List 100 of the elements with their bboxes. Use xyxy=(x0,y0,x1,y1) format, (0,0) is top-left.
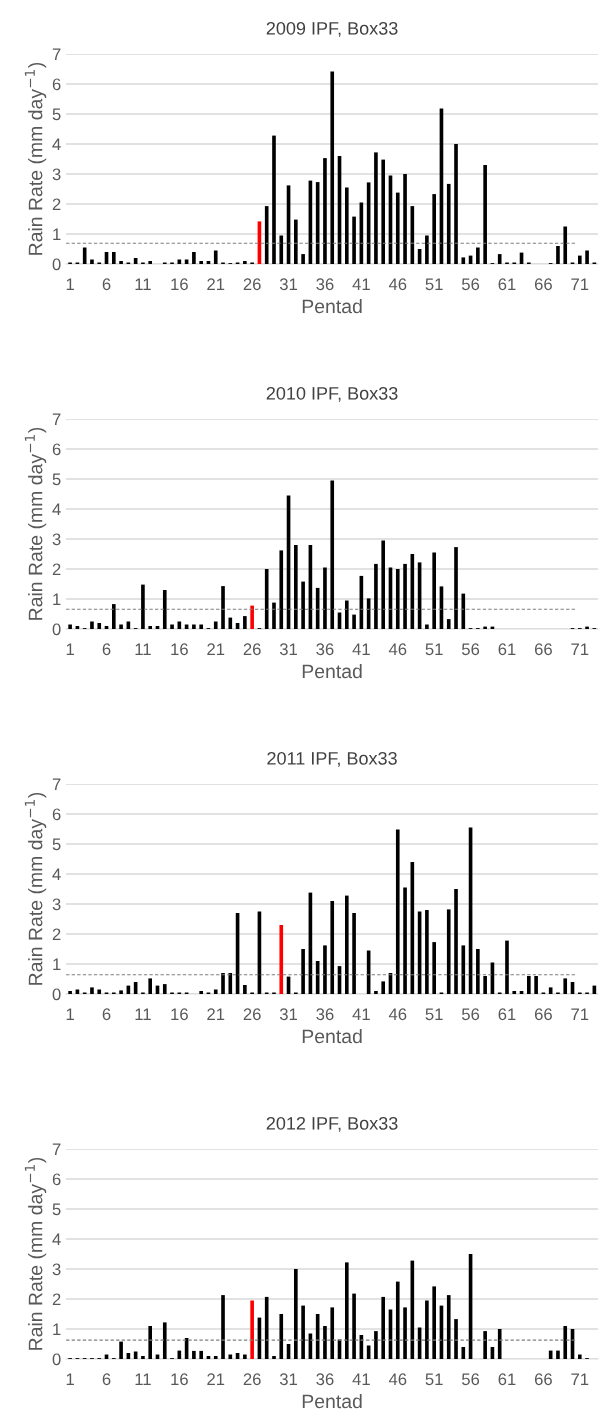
x-tick-label: 6 xyxy=(102,1373,111,1386)
x-tick-label: 61 xyxy=(498,1373,516,1386)
bar xyxy=(148,626,153,629)
x-tick-label: 21 xyxy=(207,1373,225,1385)
y-tick-label: 5 xyxy=(52,473,61,486)
bar xyxy=(228,617,233,629)
bar xyxy=(556,1350,560,1359)
y-tick-label: 7 xyxy=(52,413,61,426)
x-tick-label: 26 xyxy=(243,643,261,656)
bar xyxy=(483,976,487,994)
x-axis-title: Pentad xyxy=(302,1028,362,1044)
x-tick-label: 6 xyxy=(102,278,111,291)
bar xyxy=(497,1329,502,1359)
bar xyxy=(461,593,466,629)
bar xyxy=(221,1295,225,1359)
bar xyxy=(352,1293,356,1359)
bar xyxy=(381,1296,386,1359)
y-tick-label: 1 xyxy=(53,228,61,241)
y-tick-label: 6 xyxy=(52,1173,61,1186)
bar xyxy=(294,1269,298,1359)
bar xyxy=(563,1326,568,1359)
bar xyxy=(374,152,378,264)
y-axis-title: Rain Rate (mm day$^{−1}$) xyxy=(24,792,47,985)
bar xyxy=(534,976,538,994)
y-axis-title: Rain Rate (mm day$^{−1}$) xyxy=(24,1157,47,1350)
bar xyxy=(279,550,284,629)
y-axis-title: Rain Rate (mm day$^{−1}$) xyxy=(24,427,47,620)
x-tick-label: 11 xyxy=(135,278,151,290)
bar xyxy=(454,1319,458,1359)
bar xyxy=(119,1341,123,1359)
bar xyxy=(294,545,298,629)
bar xyxy=(476,949,480,994)
x-tick-label: 66 xyxy=(534,278,552,291)
bar xyxy=(162,1322,167,1359)
y-tick-label: 3 xyxy=(52,168,61,181)
y-tick-label: 4 xyxy=(52,138,61,151)
y-tick-label: 0 xyxy=(52,1353,61,1366)
bar xyxy=(141,584,145,629)
bar xyxy=(90,621,94,629)
y-tick-label: 3 xyxy=(52,898,61,911)
x-tick-label: 1 xyxy=(66,643,74,655)
x-tick-label: 41 xyxy=(352,278,370,290)
x-tick-label: 21 xyxy=(207,278,225,290)
bar xyxy=(330,480,335,629)
bar xyxy=(425,1300,429,1359)
bar xyxy=(352,614,356,629)
x-tick-label: 31 xyxy=(279,1008,297,1021)
bar xyxy=(272,602,276,629)
bar xyxy=(344,895,349,994)
x-tick-label: 41 xyxy=(352,643,370,655)
bar xyxy=(192,624,196,629)
bar xyxy=(250,605,254,629)
chart-title: 2012 IPF, Box33 xyxy=(266,1116,398,1132)
bar xyxy=(272,135,276,264)
x-tick-label: 31 xyxy=(279,278,297,291)
bar xyxy=(344,1262,349,1359)
bar xyxy=(446,619,451,629)
bar xyxy=(68,991,72,994)
bar xyxy=(497,254,502,264)
bar xyxy=(454,889,458,994)
bar xyxy=(301,1305,305,1359)
bar xyxy=(403,174,407,264)
bar xyxy=(162,590,167,629)
chart-title: 2011 IPF, Box33 xyxy=(267,751,397,767)
bar xyxy=(323,945,327,994)
x-tick-label: 46 xyxy=(388,278,407,291)
y-tick-label: 4 xyxy=(52,868,61,881)
x-tick-label: 21 xyxy=(207,1008,225,1020)
bar xyxy=(323,158,327,264)
x-tick-label: 31 xyxy=(279,1373,297,1386)
x-tick-label: 26 xyxy=(243,1008,261,1021)
y-tick-label: 2 xyxy=(52,1293,61,1306)
y-tick-label: 5 xyxy=(52,108,61,121)
bar xyxy=(381,981,386,994)
x-tick-label: 56 xyxy=(461,278,480,291)
y-tick-label: 7 xyxy=(52,48,61,61)
y-tick-label: 1 xyxy=(53,593,61,606)
bar xyxy=(577,255,582,264)
bar xyxy=(330,1307,335,1359)
bar xyxy=(446,1295,451,1359)
bar xyxy=(90,259,94,264)
x-tick-label: 1 xyxy=(66,1373,74,1385)
y-tick-label: 3 xyxy=(52,1263,61,1276)
bar xyxy=(301,581,305,629)
bar xyxy=(213,621,218,629)
x-tick-label: 31 xyxy=(279,643,297,656)
bar xyxy=(90,987,94,994)
bar xyxy=(381,540,386,629)
y-tick-label: 6 xyxy=(52,443,61,456)
bar xyxy=(432,552,436,629)
bar xyxy=(454,144,458,264)
y-tick-label: 0 xyxy=(52,988,61,1001)
bar xyxy=(243,1354,247,1359)
x-tick-label: 51 xyxy=(425,1008,443,1021)
bar xyxy=(170,624,174,629)
x-tick-label: 56 xyxy=(461,1008,480,1021)
y-tick-label: 3 xyxy=(52,533,61,546)
x-tick-label: 36 xyxy=(316,278,334,291)
bar xyxy=(563,226,568,264)
bar xyxy=(432,942,436,994)
